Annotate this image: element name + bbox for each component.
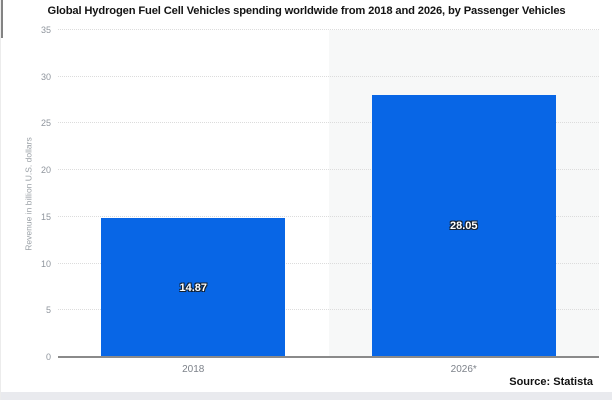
gridline-25 <box>58 122 599 124</box>
y-tick-label-20: 20 <box>40 165 51 176</box>
bar-column-2018: 14.87 2018 <box>58 30 329 375</box>
y-axis-title: Revenue in billion U.S. dollars <box>21 30 37 357</box>
x-axis-baseline <box>58 356 599 358</box>
bar-value-label-2018: 14.87 <box>179 281 207 294</box>
y-tick-label-35: 35 <box>40 25 51 35</box>
y-tick-label-5: 5 <box>45 305 51 316</box>
gridline-10 <box>58 262 599 264</box>
chart-title: Global Hydrogen Fuel Cell Vehicles spend… <box>47 5 566 17</box>
bottom-strip <box>1 392 612 400</box>
gridline-5 <box>58 309 599 311</box>
gridline-15 <box>58 215 599 217</box>
y-tick-label-10: 10 <box>40 258 51 269</box>
y-tick-label-0: 0 <box>45 352 51 362</box>
y-tick-label-25: 25 <box>40 118 51 129</box>
bar-value-label-2026*: 28.05 <box>449 219 478 232</box>
bar-column-2026*: 28.05 2026* <box>329 30 600 375</box>
bar-2026*[interactable]: 28.05 <box>371 94 556 357</box>
y-axis-title-label: Revenue in billion U.S. dollars <box>24 136 34 251</box>
x-axis-label-2026*: 2026* <box>450 364 477 375</box>
gridline-35 <box>58 29 599 30</box>
left-edge-artifact <box>1 0 3 38</box>
y-tick-label-30: 30 <box>40 71 51 82</box>
plot-area: 0 5 10 15 20 25 30 35 14.87 2018 28.05 2026* <box>41 25 600 375</box>
x-axis-label-2018: 2018 <box>182 364 205 375</box>
gridline-30 <box>58 75 599 77</box>
y-tick-label-15: 15 <box>40 211 51 222</box>
bar-2018[interactable]: 14.87 <box>101 218 286 357</box>
gridline-20 <box>58 169 599 171</box>
source-note: Source: Statista <box>509 376 593 388</box>
